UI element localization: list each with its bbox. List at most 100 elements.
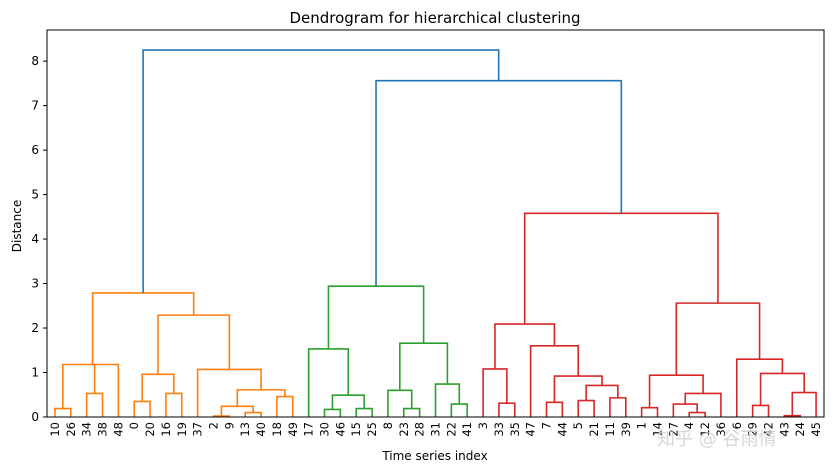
dendrogram-link [327,285,425,349]
dendrogram-link [434,383,461,417]
dendrogram-link [142,49,500,293]
dendrogram-link [640,406,659,417]
dendrogram-link [276,395,294,417]
leaf-label: 2 [207,422,221,429]
dendrogram-link [62,363,120,417]
dendrogram-link [196,368,262,417]
y-tick-label: 5 [31,188,39,202]
dendrogram-link [323,408,342,417]
y-tick-label: 8 [31,54,39,68]
y-axis-label: Distance [10,200,24,252]
leaf-label: 35 [508,422,522,437]
dendrogram-link [523,212,719,325]
leaf-label: 27 [666,422,680,437]
dendrogram-link [54,407,72,417]
leaf-label: 39 [619,422,633,437]
dendrogram-link [498,402,516,417]
dendrogram-link [545,401,564,417]
dendrogram-link [244,411,262,417]
leaf-label: 15 [349,422,363,437]
dendrogram-link [90,363,96,394]
leaf-label: 10 [48,422,62,437]
dendrogram-link [783,414,802,417]
dendrogram-link [157,314,231,375]
leaf-label: 3 [476,422,490,429]
x-axis-label: Time series index [381,449,487,463]
dendrogram-link [85,392,104,417]
leaf-label: 8 [381,422,395,429]
y-tick-label: 2 [31,321,39,335]
dendrogram-link [236,389,286,407]
dendrogram-link [141,373,175,402]
leaf-label: 28 [413,422,427,437]
dendrogram-link [482,368,508,417]
dendrogram-link [675,302,761,376]
y-tick-label: 6 [31,143,39,157]
leaf-label: 13 [238,422,252,437]
leaf-label: 49 [286,422,300,437]
leaf-label: 1 [635,422,649,429]
leaf-label: 43 [777,422,791,437]
leaf-label: 30 [318,422,332,437]
dendrogram-links [54,49,817,417]
y-tick-label: 3 [31,277,39,291]
dendrogram-link [399,342,449,391]
dendrogram-link [577,399,595,417]
leaf-label: 6 [730,422,744,429]
leaf-label: 9 [222,422,236,429]
leaf-label: 11 [603,422,617,437]
dendrogram-link [751,404,770,417]
leaf-label: 20 [143,422,157,437]
dendrogram-link [735,358,784,417]
leaf-label: 21 [587,422,601,437]
leaf-label: 34 [80,422,94,437]
leaf-label: 48 [111,422,125,437]
dendrogram-link [355,407,373,417]
y-tick-label: 1 [31,366,39,380]
dendrogram-link [402,407,421,417]
dendrogram-link [553,375,603,403]
y-axis-ticks: 0 1 2 3 4 5 6 7 8 [31,54,47,424]
leaf-label: 5 [571,422,585,429]
plot-frame [46,29,825,418]
x-axis-leaf-labels: 10 26 34 38 48 0 20 16 19 37 2 9 13 40 18 49 17 30 46 15 25 8… [48,422,823,437]
dendrogram-link [220,405,254,417]
leaf-label: 0 [127,422,141,429]
dendrogram-link [133,400,151,417]
dendrogram-link [672,403,698,417]
dendrogram-link [609,397,627,417]
y-tick-label: 0 [31,410,39,424]
dendrogram-link [91,292,195,365]
leaf-label: 12 [698,422,712,437]
leaf-label: 37 [191,422,205,437]
leaf-label: 24 [793,422,807,437]
dendrogram-link [165,392,183,417]
leaf-label: 46 [333,422,347,437]
dendrogram-link [759,372,805,406]
leaf-label: 26 [64,422,78,437]
leaf-label: 18 [270,422,284,437]
dendrogram-link [791,391,817,417]
leaf-label: 44 [555,422,569,437]
chart-title: Dendrogram for hierarchical clustering [289,9,580,27]
leaf-label: 36 [714,422,728,437]
dendrogram-link [648,374,704,408]
leaf-label: 7 [540,422,554,429]
leaf-label: 47 [524,422,538,437]
leaf-label: 22 [444,422,458,437]
dendrogram-link [331,394,365,410]
leaf-label: 42 [762,422,776,437]
leaf-label: 16 [159,422,173,437]
leaf-label: 14 [651,422,665,437]
leaf-label: 45 [809,422,823,437]
leaf-label: 19 [175,422,189,437]
y-tick-label: 4 [31,232,39,246]
y-tick-label: 7 [31,99,39,113]
leaf-label: 40 [254,422,268,437]
dendrogram-link [688,411,706,417]
leaf-label: 4 [682,422,696,429]
dendrogram-link [307,348,350,417]
dendrogram-link [450,403,469,417]
leaf-label: 25 [365,422,379,437]
